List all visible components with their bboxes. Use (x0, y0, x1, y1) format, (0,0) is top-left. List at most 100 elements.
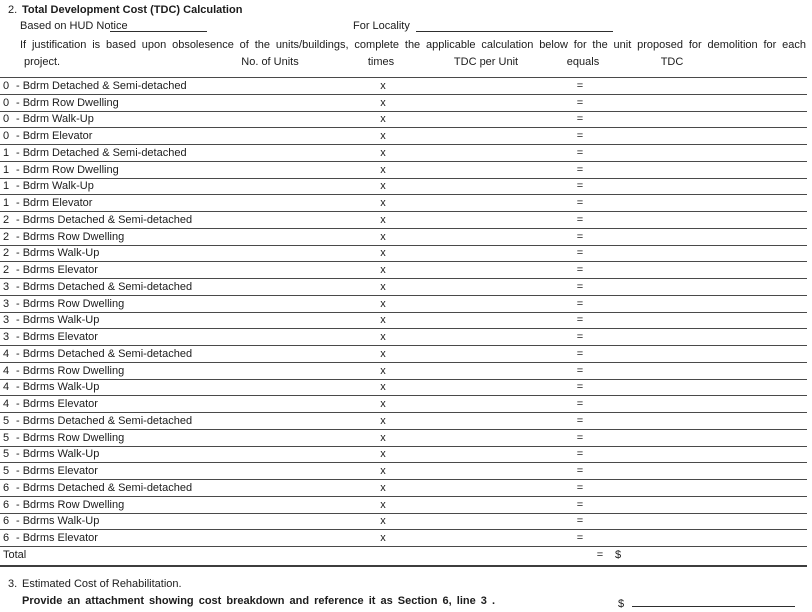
no-of-units-field[interactable] (230, 314, 360, 326)
no-of-units-field[interactable] (230, 97, 360, 109)
no-of-units-field[interactable] (230, 365, 360, 377)
tdc-field[interactable] (600, 365, 800, 377)
no-of-units-field[interactable] (230, 113, 360, 125)
tdc-per-unit-field[interactable] (412, 398, 552, 410)
no-of-units-field[interactable] (230, 147, 360, 159)
tdc-field[interactable] (600, 147, 800, 159)
table-row: 3 - Bdrms Row Dwelling x = (0, 296, 807, 313)
tdc-field[interactable] (600, 180, 800, 192)
tdc-per-unit-field[interactable] (412, 298, 552, 310)
no-of-units-field[interactable] (230, 432, 360, 444)
tdc-per-unit-field[interactable] (412, 231, 552, 243)
no-of-units-field[interactable] (230, 281, 360, 293)
tdc-field[interactable] (600, 214, 800, 226)
tdc-field[interactable] (600, 415, 800, 427)
bedroom-count: 6 (3, 515, 10, 528)
tdc-field[interactable] (600, 465, 800, 477)
times-symbol: x (380, 364, 386, 377)
tdc-field[interactable] (600, 197, 800, 209)
no-of-units-field[interactable] (230, 298, 360, 310)
total-tdc-field[interactable] (634, 549, 800, 561)
tdc-field[interactable] (600, 231, 800, 243)
tdc-field[interactable] (600, 164, 800, 176)
tdc-field[interactable] (600, 482, 800, 494)
tdc-per-unit-field[interactable] (412, 281, 552, 293)
tdc-field[interactable] (600, 499, 800, 511)
no-of-units-field[interactable] (230, 130, 360, 142)
rehab-cost-field[interactable] (632, 595, 796, 607)
tdc-field[interactable] (600, 331, 800, 343)
tdc-field[interactable] (600, 281, 800, 293)
tdc-field[interactable] (600, 381, 800, 393)
tdc-field[interactable] (600, 432, 800, 444)
tdc-per-unit-field[interactable] (412, 264, 552, 276)
hud-notice-field[interactable] (110, 20, 207, 32)
no-of-units-field[interactable] (230, 197, 360, 209)
bedroom-count: 2 (3, 213, 10, 226)
no-of-units-field[interactable] (230, 214, 360, 226)
tdc-field[interactable] (600, 448, 800, 460)
section-3: 3. Estimated Cost of Rehabilitation. Prov… (0, 578, 812, 612)
tdc-field[interactable] (600, 398, 800, 410)
no-of-units-field[interactable] (230, 264, 360, 276)
tdc-per-unit-field[interactable] (412, 381, 552, 393)
bedroom-count: 1 (3, 180, 10, 193)
tdc-per-unit-field[interactable] (412, 331, 552, 343)
tdc-per-unit-field[interactable] (412, 80, 552, 92)
tdc-per-unit-field[interactable] (412, 147, 552, 159)
locality-field[interactable] (416, 20, 613, 32)
no-of-units-field[interactable] (230, 482, 360, 494)
no-of-units-field[interactable] (230, 532, 360, 544)
tdc-field[interactable] (600, 348, 800, 360)
tdc-per-unit-field[interactable] (412, 365, 552, 377)
tdc-field[interactable] (600, 532, 800, 544)
no-of-units-field[interactable] (230, 415, 360, 427)
tdc-per-unit-field[interactable] (412, 247, 552, 259)
tdc-per-unit-field[interactable] (412, 532, 552, 544)
tdc-per-unit-field[interactable] (412, 415, 552, 427)
tdc-field[interactable] (600, 247, 800, 259)
tdc-per-unit-field[interactable] (412, 448, 552, 460)
tdc-field[interactable] (600, 314, 800, 326)
no-of-units-field[interactable] (230, 515, 360, 527)
tdc-per-unit-field[interactable] (412, 465, 552, 477)
table-row: 2 - Bdrms Elevator x = (0, 262, 807, 279)
no-of-units-field[interactable] (230, 247, 360, 259)
no-of-units-field[interactable] (230, 465, 360, 477)
bedroom-count: 5 (3, 431, 10, 444)
tdc-per-unit-field[interactable] (412, 180, 552, 192)
tdc-per-unit-field[interactable] (412, 97, 552, 109)
no-of-units-field[interactable] (230, 448, 360, 460)
no-of-units-field[interactable] (230, 231, 360, 243)
tdc-per-unit-field[interactable] (412, 130, 552, 142)
tdc-per-unit-field[interactable] (412, 164, 552, 176)
no-of-units-field[interactable] (230, 180, 360, 192)
tdc-field[interactable] (600, 130, 800, 142)
no-of-units-field[interactable] (230, 499, 360, 511)
tdc-per-unit-field[interactable] (412, 482, 552, 494)
no-of-units-field[interactable] (230, 80, 360, 92)
no-of-units-field[interactable] (230, 398, 360, 410)
tdc-field[interactable] (600, 264, 800, 276)
unit-type-label: - Bdrms Row Dwelling (16, 431, 125, 444)
bedroom-count: 6 (3, 481, 10, 494)
tdc-field[interactable] (600, 113, 800, 125)
tdc-per-unit-field[interactable] (412, 113, 552, 125)
no-of-units-field[interactable] (230, 331, 360, 343)
tdc-per-unit-field[interactable] (412, 432, 552, 444)
tdc-field[interactable] (600, 298, 800, 310)
tdc-per-unit-field[interactable] (412, 214, 552, 226)
tdc-per-unit-field[interactable] (412, 515, 552, 527)
tdc-per-unit-field[interactable] (412, 197, 552, 209)
times-symbol: x (380, 96, 386, 109)
tdc-field[interactable] (600, 515, 800, 527)
tdc-field[interactable] (600, 80, 800, 92)
unit-type-label: - Bdrms Detached & Semi-detached (16, 213, 193, 226)
no-of-units-field[interactable] (230, 348, 360, 360)
tdc-per-unit-field[interactable] (412, 499, 552, 511)
tdc-field[interactable] (600, 97, 800, 109)
tdc-per-unit-field[interactable] (412, 314, 552, 326)
no-of-units-field[interactable] (230, 381, 360, 393)
tdc-per-unit-field[interactable] (412, 348, 552, 360)
no-of-units-field[interactable] (230, 164, 360, 176)
